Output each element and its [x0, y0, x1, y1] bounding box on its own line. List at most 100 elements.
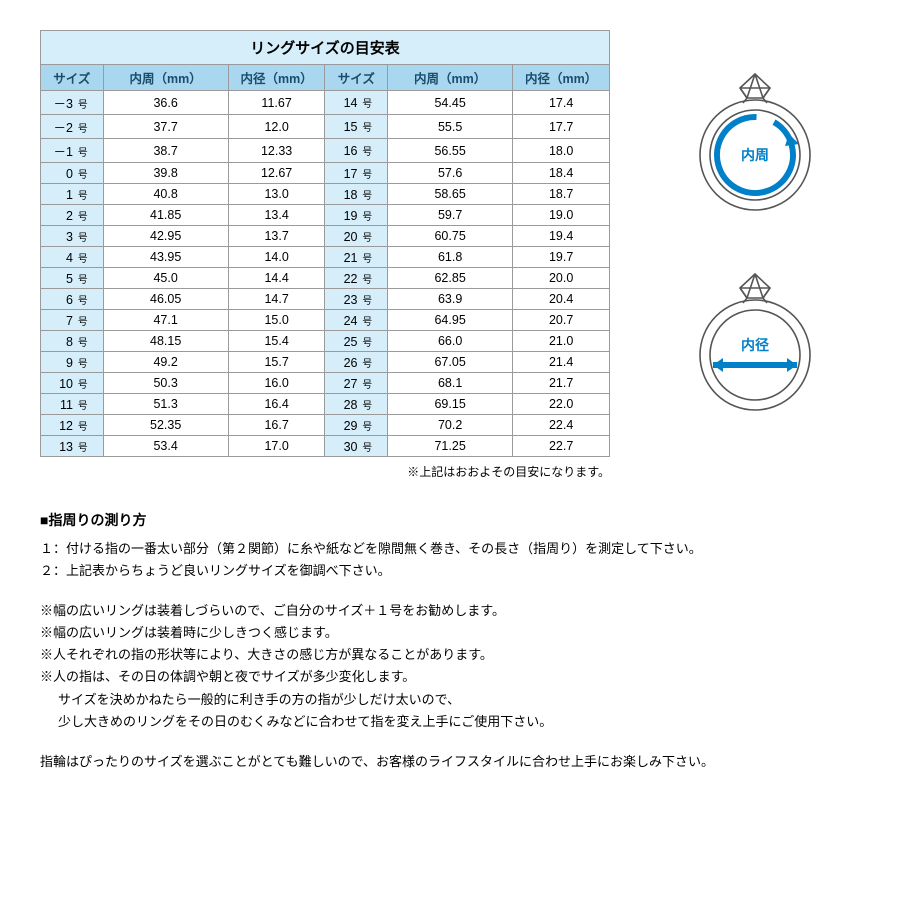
- table-cell: 61.8: [388, 247, 513, 268]
- table-cell: 15 号: [325, 115, 388, 139]
- table-cell: 18 号: [325, 184, 388, 205]
- table-cell: 67.05: [388, 352, 513, 373]
- note-6: 少し大きめのリングをその日のむくみなどに合わせて指を変え上手にご使用下さい。: [40, 711, 860, 733]
- table-cell: 64.95: [388, 310, 513, 331]
- table-cell: 42.95: [103, 226, 228, 247]
- table-cell: 9 号: [41, 352, 104, 373]
- diameter-label: 内径: [741, 337, 769, 353]
- table-row: 10 号50.316.027 号68.121.7: [41, 373, 610, 394]
- table-row: 6 号46.0514.723 号63.920.4: [41, 289, 610, 310]
- table-row: 5 号45.014.422 号62.8520.0: [41, 268, 610, 289]
- table-cell: 70.2: [388, 415, 513, 436]
- table-cell: 27 号: [325, 373, 388, 394]
- table-row: 3 号42.9513.720 号60.7519.4: [41, 226, 610, 247]
- table-cell: 7 号: [41, 310, 104, 331]
- step-2: ２：上記表からちょうど良いリングサイズを御調べ下さい。: [40, 560, 860, 582]
- table-cell: 21.7: [513, 373, 610, 394]
- table-header: サイズ: [41, 65, 104, 91]
- table-cell: 14.0: [228, 247, 325, 268]
- table-cell: 30 号: [325, 436, 388, 457]
- table-cell: 46.05: [103, 289, 228, 310]
- table-cell: 51.3: [103, 394, 228, 415]
- table-cell: 20.0: [513, 268, 610, 289]
- instructions-section: ■指周りの測り方 １：付ける指の一番太い部分（第２関節）に糸や紙などを隙間無く巻…: [40, 510, 860, 773]
- table-cell: 45.0: [103, 268, 228, 289]
- table-cell: 13.4: [228, 205, 325, 226]
- table-cell: 66.0: [388, 331, 513, 352]
- table-header: サイズ: [325, 65, 388, 91]
- table-cell: －1 号: [41, 139, 104, 163]
- step-1: １：付ける指の一番太い部分（第２関節）に糸や紙などを隙間無く巻き、その長さ（指周…: [40, 538, 860, 560]
- table-cell: 17.0: [228, 436, 325, 457]
- table-cell: 19.4: [513, 226, 610, 247]
- table-cell: 12 号: [41, 415, 104, 436]
- table-header: 内周（mm）: [388, 65, 513, 91]
- table-cell: 25 号: [325, 331, 388, 352]
- table-cell: 23 号: [325, 289, 388, 310]
- table-row: 12 号52.3516.729 号70.222.4: [41, 415, 610, 436]
- table-cell: 19.7: [513, 247, 610, 268]
- table-cell: 16.4: [228, 394, 325, 415]
- table-cell: 20.7: [513, 310, 610, 331]
- table-cell: 16.0: [228, 373, 325, 394]
- ring-size-table-container: リングサイズの目安表 サイズ内周（mm）内径（mm）サイズ内周（mm）内径（mm…: [40, 30, 610, 480]
- table-cell: 11.67: [228, 91, 325, 115]
- note-4: ※人の指は、その日の体調や朝と夜でサイズが多少変化します。: [40, 666, 860, 688]
- table-cell: 17.7: [513, 115, 610, 139]
- table-cell: 4 号: [41, 247, 104, 268]
- table-cell: 22.7: [513, 436, 610, 457]
- table-cell: 6 号: [41, 289, 104, 310]
- table-cell: 53.4: [103, 436, 228, 457]
- table-cell: 43.95: [103, 247, 228, 268]
- table-cell: 62.85: [388, 268, 513, 289]
- table-row: －3 号36.611.6714 号54.4517.4: [41, 91, 610, 115]
- table-cell: 19 号: [325, 205, 388, 226]
- instructions-heading: ■指周りの測り方: [40, 510, 860, 530]
- table-cell: 26 号: [325, 352, 388, 373]
- ring-size-table: リングサイズの目安表 サイズ内周（mm）内径（mm）サイズ内周（mm）内径（mm…: [40, 30, 610, 457]
- table-cell: 41.85: [103, 205, 228, 226]
- table-footnote: ※上記はおおよその目安になります。: [40, 463, 610, 480]
- table-cell: 20 号: [325, 226, 388, 247]
- table-cell: 15.4: [228, 331, 325, 352]
- table-cell: 37.7: [103, 115, 228, 139]
- table-row: 13 号53.417.030 号71.2522.7: [41, 436, 610, 457]
- table-cell: 60.75: [388, 226, 513, 247]
- diameter-diagram: 内径: [685, 270, 825, 420]
- table-row: 4 号43.9514.021 号61.819.7: [41, 247, 610, 268]
- table-cell: 16.7: [228, 415, 325, 436]
- note-1: ※幅の広いリングは装着しづらいので、ご自分のサイズ＋１号をお勧めします。: [40, 600, 860, 622]
- table-row: 11 号51.316.428 号69.1522.0: [41, 394, 610, 415]
- table-title: リングサイズの目安表: [41, 31, 610, 65]
- table-cell: －2 号: [41, 115, 104, 139]
- table-cell: 24 号: [325, 310, 388, 331]
- table-cell: 59.7: [388, 205, 513, 226]
- ring-diagrams: 内周 内径: [650, 30, 860, 480]
- table-cell: 69.15: [388, 394, 513, 415]
- table-cell: 14 号: [325, 91, 388, 115]
- table-cell: －3 号: [41, 91, 104, 115]
- table-cell: 57.6: [388, 163, 513, 184]
- table-cell: 15.7: [228, 352, 325, 373]
- table-cell: 8 号: [41, 331, 104, 352]
- table-cell: 22 号: [325, 268, 388, 289]
- table-cell: 29 号: [325, 415, 388, 436]
- table-cell: 14.7: [228, 289, 325, 310]
- table-cell: 63.9: [388, 289, 513, 310]
- table-cell: 55.5: [388, 115, 513, 139]
- table-cell: 17 号: [325, 163, 388, 184]
- table-row: －1 号38.712.3316 号56.5518.0: [41, 139, 610, 163]
- table-cell: 22.0: [513, 394, 610, 415]
- note-5: サイズを決めかねたら一般的に利き手の方の指が少しだけ太いので、: [40, 689, 860, 711]
- table-cell: 13.7: [228, 226, 325, 247]
- table-cell: 13.0: [228, 184, 325, 205]
- table-row: 7 号47.115.024 号64.9520.7: [41, 310, 610, 331]
- table-cell: 14.4: [228, 268, 325, 289]
- table-row: 9 号49.215.726 号67.0521.4: [41, 352, 610, 373]
- table-row: 2 号41.8513.419 号59.719.0: [41, 205, 610, 226]
- table-cell: 12.0: [228, 115, 325, 139]
- table-cell: 13 号: [41, 436, 104, 457]
- table-cell: 36.6: [103, 91, 228, 115]
- table-cell: 1 号: [41, 184, 104, 205]
- table-cell: 49.2: [103, 352, 228, 373]
